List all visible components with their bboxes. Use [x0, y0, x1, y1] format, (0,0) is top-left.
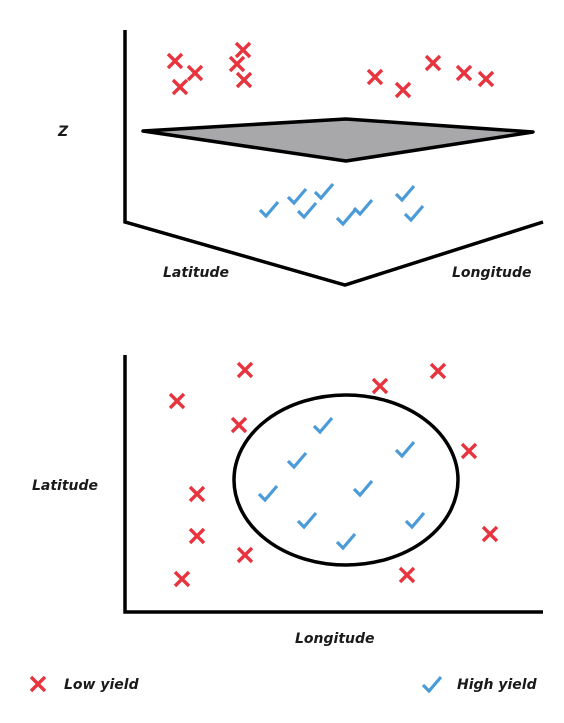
bottom-2d-panel: Latitude Longitude	[32, 355, 543, 647]
low-yield-marker	[188, 485, 206, 503]
low-yield-marker	[188, 527, 206, 545]
low-yield-marker	[166, 52, 184, 70]
top-latitude-label: Latitude	[163, 265, 229, 281]
low-yield-marker	[236, 546, 254, 564]
low-yield-marker	[460, 442, 478, 460]
low-yield-marker	[236, 361, 254, 379]
low-yield-marker	[371, 377, 389, 395]
low-yield-marker	[424, 54, 442, 72]
bottom-latitude-label: Latitude	[32, 478, 98, 494]
high-yield-marker	[352, 479, 374, 498]
low-yield-marker	[394, 81, 412, 99]
high-yield-marker	[258, 200, 280, 219]
low-yield-marker	[186, 64, 204, 82]
decision-boundary-ellipse	[232, 393, 460, 567]
legend-high-label: High yield	[457, 677, 538, 693]
low-yield-marker	[173, 570, 191, 588]
high-yield-marker	[335, 532, 357, 551]
high-yield-marker	[394, 184, 416, 203]
high-yield-marker	[296, 511, 318, 530]
high-yield-marker	[335, 208, 357, 227]
low-yield-marker	[29, 675, 47, 693]
low-yield-marker	[455, 64, 473, 82]
high-yield-marker	[421, 675, 443, 694]
z-axis-label: Z	[57, 124, 69, 140]
check-icon	[421, 675, 443, 694]
bottom-markers	[168, 361, 499, 588]
bottom-axes	[123, 355, 543, 614]
high-yield-marker	[313, 182, 335, 201]
high-yield-marker	[394, 440, 416, 459]
low-yield-marker	[171, 78, 189, 96]
low-yield-marker	[481, 525, 499, 543]
high-yield-marker	[286, 187, 308, 206]
low-yield-marker	[398, 566, 416, 584]
low-yield-marker	[477, 70, 495, 88]
high-yield-marker	[296, 201, 318, 220]
low-yield-marker	[235, 71, 253, 89]
legend-low-label: Low yield	[64, 677, 140, 693]
high-yield-marker	[312, 416, 334, 435]
low-yield-marker	[168, 392, 186, 410]
high-yield-marker	[257, 484, 279, 503]
cross-icon	[29, 675, 47, 693]
high-yield-marker	[286, 451, 308, 470]
top-axes	[123, 30, 544, 287]
low-yield-marker	[230, 416, 248, 434]
high-yield-marker	[352, 198, 374, 217]
low-yield-marker	[234, 41, 252, 59]
low-yield-marker	[228, 55, 246, 73]
legend: Low yield High yield	[29, 675, 538, 694]
top-markers	[166, 41, 495, 227]
low-yield-marker	[366, 68, 384, 86]
low-yield-marker	[429, 362, 447, 380]
top-3d-panel: Z Latitude Longitude	[57, 30, 544, 287]
separating-plane	[141, 117, 535, 163]
high-yield-marker	[403, 204, 425, 223]
high-yield-marker	[404, 511, 426, 530]
bottom-longitude-label: Longitude	[295, 631, 375, 647]
top-longitude-label: Longitude	[452, 265, 532, 281]
